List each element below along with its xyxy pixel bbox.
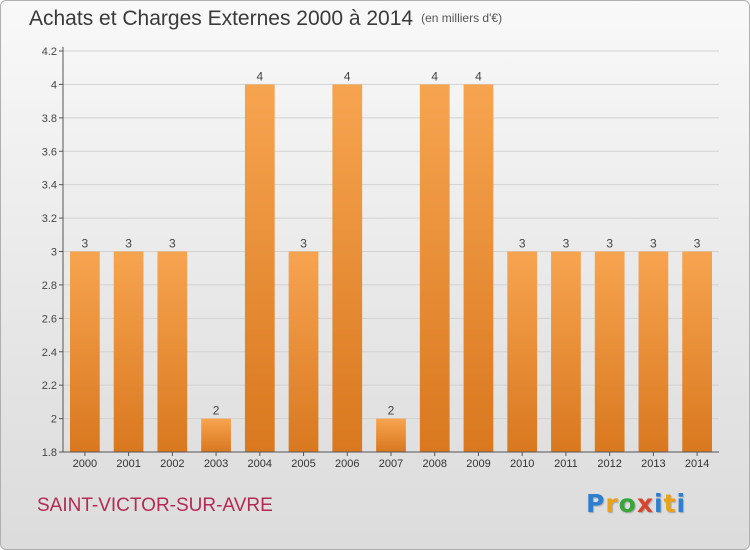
bar-2004 [244,84,275,453]
data-label-2007: 2 [388,404,395,418]
bar-2000 [69,251,100,452]
data-label-2014: 3 [694,237,701,251]
y-tick-label: 1.8 [42,447,57,459]
chart-title-text: Achats et Charges Externes 2000 à 2014 [29,7,414,30]
y-tick-label: 2 [51,414,57,426]
y-tick-label: 3.6 [42,146,57,158]
x-tick-label-2002: 2002 [160,458,184,470]
bar-2012 [594,251,625,452]
commune-name: SAINT-VICTOR-SUR-AVRE [37,495,273,516]
bar-2001 [113,251,144,452]
chart-subtitle: (en milliers d'€) [421,11,503,25]
labels: 1.8 2 2.2 2.4 2.6 2.8 3 3.2 3.4 3.6 3.8 4 4.2 3 2000 3 2… [42,46,710,470]
bar-2003 [201,418,231,452]
y-tick-label: 4.2 [42,46,57,58]
bar-2002 [157,251,188,452]
data-label-2001: 3 [125,237,132,251]
data-label-2002: 3 [169,237,176,251]
y-tick-label: 3.2 [42,213,57,225]
x-tick-label-2000: 2000 [73,458,97,470]
chart-title: Achats et Charges Externes 2000 à 2014 (e… [29,7,502,31]
data-label-2000: 3 [82,237,89,251]
data-label-2010: 3 [519,237,526,251]
data-label-2013: 3 [650,237,657,251]
bar-2013 [638,251,669,452]
x-tick-label-2001: 2001 [116,458,140,470]
bars [69,84,713,453]
x-tick-label-2005: 2005 [291,458,315,470]
data-label-2011: 3 [563,237,570,251]
proxiti-logo: Proxiti [586,489,687,518]
x-tick-label-2007: 2007 [379,458,403,470]
bar-2006 [332,84,363,453]
y-tick-label: 2.4 [42,347,57,359]
x-tick-label-2008: 2008 [422,458,446,470]
data-label-2008: 4 [431,69,438,83]
bar-2007 [376,418,406,452]
y-tick-label: 2.6 [42,313,57,325]
x-tick-label-2006: 2006 [335,458,359,470]
x-tick-label-2014: 2014 [685,458,709,470]
y-tick-label: 2.2 [42,380,57,392]
data-label-2012: 3 [606,237,613,251]
x-tick-label-2009: 2009 [466,458,490,470]
y-tick-label: 3 [51,247,57,259]
data-label-2006: 4 [344,69,351,83]
data-label-2004: 4 [256,69,263,83]
x-tick-label-2012: 2012 [597,458,621,470]
bar-2008 [419,84,450,453]
data-label-2005: 3 [300,237,307,251]
x-tick-label-2011: 2011 [554,458,578,470]
bar-2009 [463,84,494,453]
axes [59,47,719,456]
data-label-2003: 2 [213,404,220,418]
y-tick-label: 2.8 [42,280,57,292]
y-tick-label: 3.8 [42,113,57,125]
x-tick-label-2003: 2003 [204,458,228,470]
y-tick-label: 3.4 [42,180,57,192]
y-tick-label: 4 [51,79,57,91]
bar-2011 [551,251,581,452]
data-label-2009: 4 [475,69,482,83]
bar-2014 [682,251,713,452]
bar-2005 [288,251,319,452]
x-tick-label-2013: 2013 [641,458,665,470]
bar-2010 [507,251,538,452]
x-tick-label-2010: 2010 [510,458,534,470]
x-tick-label-2004: 2004 [248,458,272,470]
